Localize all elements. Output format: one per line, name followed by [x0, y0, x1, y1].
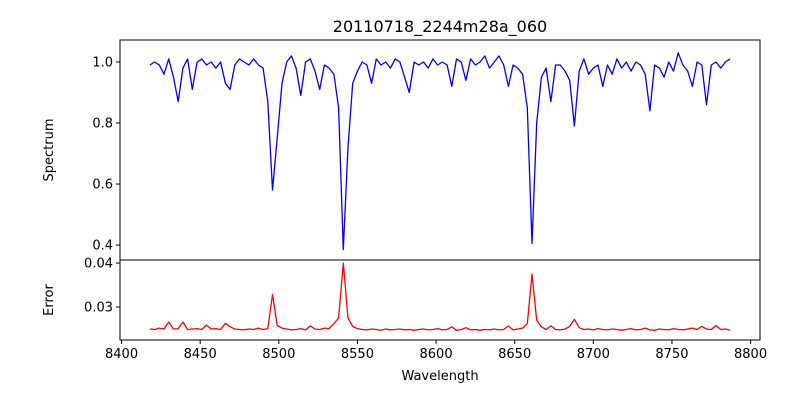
error-ylabel: Error — [42, 284, 57, 316]
chart-title: 20110718_2244m28a_060 — [333, 17, 547, 37]
y-tick-label: 0.03 — [84, 301, 113, 316]
error-axes-frame — [119, 259, 761, 341]
error-line — [149, 262, 731, 331]
x-tick-label: 8600 — [420, 347, 453, 362]
x-tick-label: 8550 — [341, 347, 374, 362]
x-tick-label: 8450 — [184, 347, 217, 362]
spectrum-axes-frame — [119, 39, 761, 261]
y-tick-label: 0.4 — [92, 239, 113, 254]
x-tick-label: 8700 — [577, 347, 610, 362]
y-tick-label: 0.04 — [84, 257, 113, 272]
x-tick-label: 8750 — [655, 347, 688, 362]
x-tick-label: 8400 — [105, 347, 138, 362]
x-tick-label: 8800 — [734, 347, 767, 362]
y-tick-label: 0.6 — [92, 178, 113, 193]
y-tick-label: 0.8 — [92, 116, 113, 131]
spectrum-ylabel: Spectrum — [42, 119, 57, 182]
x-axis-label: Wavelength — [401, 369, 478, 384]
spectrum-line — [149, 52, 731, 251]
y-tick-label: 1.0 — [92, 55, 113, 70]
x-tick-label: 8650 — [498, 347, 531, 362]
x-tick-label: 8500 — [262, 347, 295, 362]
